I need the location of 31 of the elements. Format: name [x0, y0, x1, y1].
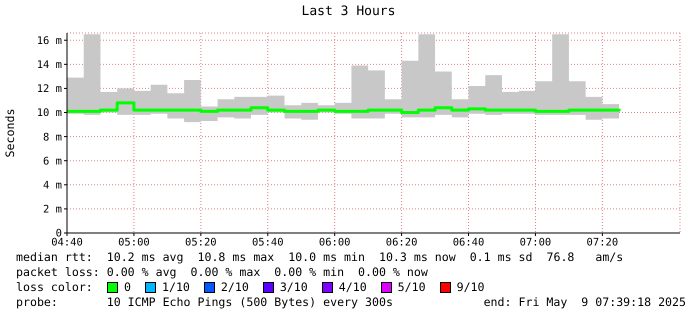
y-tick-label: 4 m — [43, 180, 62, 192]
y-tick-label: 2 m — [43, 204, 62, 216]
y-tick-label: 8 m — [43, 131, 62, 144]
legend-label: 5/10 — [398, 280, 426, 295]
x-tick-label: 06:40 — [452, 236, 484, 248]
text: end: Fri May 9 07:39:18 2025 — [484, 295, 686, 310]
y-tick-label: 12 m — [36, 83, 62, 96]
x-tick-label: 05:20 — [185, 236, 217, 248]
legend-title: loss color: — [16, 280, 94, 295]
x-tick-label: 07:00 — [520, 236, 552, 248]
text: packet loss: 0.00 % avg 0.00 % max 0.00 % min 0.00 % now — [16, 265, 429, 280]
x-tick-label: 06:00 — [318, 236, 350, 248]
y-tick-label: 16 m — [36, 34, 62, 47]
text: median rtt: 10.2 ms avg 10.8 ms max 10.0 ms min 10.3 ms now 0.1 ms sd 76.8 am/s — [16, 250, 624, 265]
x-tick-label: 05:00 — [118, 236, 150, 248]
x-tick-label: 07:20 — [586, 236, 618, 248]
y-tick-label: 10 m — [36, 107, 62, 120]
x-tick-label: 04:40 — [51, 236, 83, 248]
x-tick-label: 06:20 — [386, 236, 418, 248]
legend-label: 0 — [124, 280, 131, 295]
x-tick-label: 05:40 — [252, 236, 284, 248]
legend-label: 4/10 — [338, 280, 367, 295]
y-tick-label: 14 m — [36, 59, 62, 72]
legend-label: 9/10 — [456, 280, 485, 295]
legend-label: 2/10 — [220, 280, 249, 295]
legend-label: 1/10 — [162, 280, 190, 295]
chart-title: Last 3 Hours — [300, 4, 396, 19]
legend-label: 3/10 — [280, 280, 308, 295]
y-tick-label: 6 m — [43, 155, 62, 168]
y-axis-title: Seconds — [3, 108, 17, 158]
text: probe: 10 ICMP Echo Pings (500 Bytes) every 300s — [16, 295, 393, 309]
